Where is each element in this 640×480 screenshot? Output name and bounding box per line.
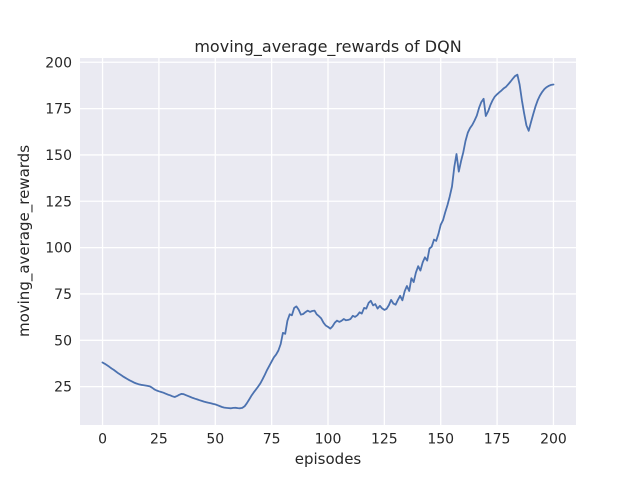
x-tick-label: 125 [371, 432, 398, 448]
x-tick-label: 100 [315, 432, 342, 448]
x-tick-label: 50 [206, 432, 224, 448]
y-tick-label: 200 [45, 55, 72, 71]
y-tick-label: 175 [45, 102, 72, 118]
x-tick-label: 175 [484, 432, 511, 448]
x-axis-label: episodes [294, 450, 362, 468]
x-tick-label: 0 [98, 432, 107, 448]
y-tick-label: 75 [54, 287, 72, 303]
x-tick-label: 25 [150, 432, 168, 448]
y-tick-label: 25 [54, 380, 72, 396]
y-tick-label: 150 [45, 148, 72, 164]
y-tick-label: 100 [45, 241, 72, 257]
y-axis-label: moving_average_rewards [15, 144, 33, 338]
x-tick-label: 200 [540, 432, 567, 448]
chart-title: moving_average_rewards of DQN [194, 37, 462, 56]
x-tick-label: 150 [427, 432, 454, 448]
x-tick-label: 75 [263, 432, 281, 448]
reward-line [101, 73, 555, 410]
y-tick-label: 50 [54, 333, 72, 349]
y-tick-label: 125 [45, 194, 72, 210]
